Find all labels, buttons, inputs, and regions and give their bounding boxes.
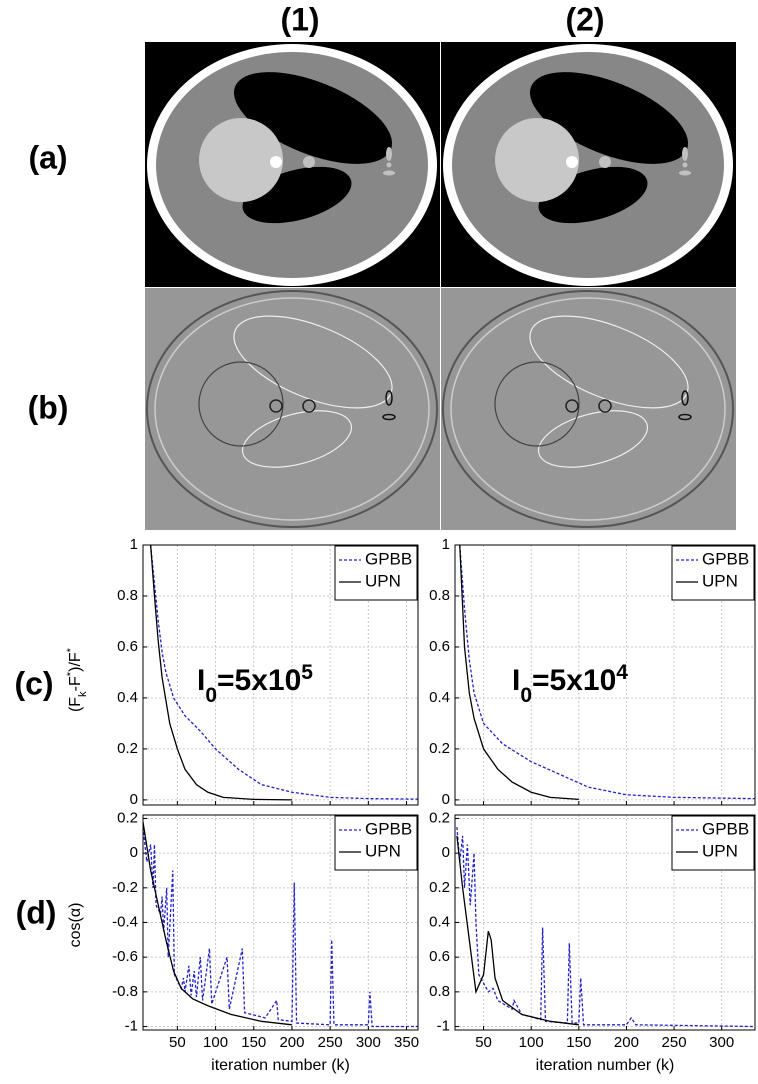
legend-label: UPN <box>365 841 401 860</box>
row-label: (c) <box>14 665 53 701</box>
y-tick-label: 0.6 <box>429 948 450 965</box>
y-axis-label-part: k <box>77 691 89 697</box>
annotation-part: =5x10 <box>217 664 301 697</box>
legend-label: UPN <box>702 841 738 860</box>
annotation-part: =5x10 <box>532 664 616 697</box>
x-axis-label: iteration number (k) <box>536 1057 675 1074</box>
y-tick-label: 0 <box>442 791 450 808</box>
y-tick-label: 0.2 <box>429 740 450 757</box>
series-line <box>459 545 755 800</box>
y-tick-label: -1 <box>437 1018 450 1035</box>
legend-box <box>334 545 418 601</box>
x-tick-label: 200 <box>279 1034 304 1051</box>
y-tick-label: 1 <box>442 536 450 553</box>
x-tick-label: 250 <box>662 1034 687 1051</box>
y-tick-label: 0.4 <box>429 689 450 706</box>
x-tick-label: 50 <box>475 1034 492 1051</box>
y-axis-label-part: -F <box>67 676 84 691</box>
annotation-part: 0 <box>520 684 532 707</box>
x-tick-label: 200 <box>614 1034 639 1051</box>
annotation-part: 0 <box>205 684 217 707</box>
annotation: I0=5x104 <box>512 661 628 707</box>
plot-frame <box>142 544 419 806</box>
series-line <box>459 545 579 801</box>
reconstruction-image <box>441 42 736 287</box>
legend-label: GPBB <box>702 819 749 838</box>
x-tick-label: 350 <box>394 1034 419 1051</box>
series-line <box>143 821 293 1026</box>
annotation-part: 5 <box>301 661 313 684</box>
y-tick-label: 0.8 <box>429 983 450 1000</box>
annotation-part: 4 <box>616 661 628 684</box>
x-tick-label: 100 <box>519 1034 544 1051</box>
legend-label: GPBB <box>365 819 412 838</box>
x-tick-label: 150 <box>241 1034 266 1051</box>
row-label: (d) <box>16 894 57 930</box>
y-tick-label: 1 <box>130 536 138 553</box>
annotation: I0=5x105 <box>197 661 313 707</box>
series-line <box>143 827 418 1028</box>
y-tick-label: 0.2 <box>117 809 138 826</box>
y-tick-label: 0.6 <box>117 638 138 655</box>
x-tick-label: 50 <box>169 1034 186 1051</box>
y-axis-label-part: (F <box>67 697 84 712</box>
y-tick-label: -0.4 <box>112 913 138 930</box>
y-tick-label: -0.6 <box>112 948 138 965</box>
annotation-part: I <box>512 664 520 697</box>
legend-box <box>671 815 755 871</box>
x-tick-label: 250 <box>318 1034 343 1051</box>
x-axis-label: iteration number (k) <box>211 1057 350 1074</box>
y-axis-label-part: * <box>65 647 77 652</box>
y-tick-label: 0 <box>130 791 138 808</box>
y-tick-label: -0.2 <box>112 879 138 896</box>
x-tick-label: 150 <box>566 1034 591 1051</box>
y-tick-label: 0 <box>442 844 450 861</box>
legend-label: GPBB <box>702 549 749 568</box>
row-label: (b) <box>28 389 69 425</box>
y-tick-label: 0.2 <box>429 879 450 896</box>
error-image <box>144 287 441 531</box>
y-tick-label: 0.6 <box>429 638 450 655</box>
legend-box <box>334 815 418 871</box>
y-tick-label: -0.8 <box>112 983 138 1000</box>
reconstruction-image <box>145 42 440 287</box>
x-tick-label: 100 <box>203 1034 228 1051</box>
legend-label: UPN <box>365 571 401 590</box>
y-tick-label: 0.2 <box>429 809 450 826</box>
legend-box <box>671 545 755 601</box>
y-axis-label: cos(α) <box>67 903 84 948</box>
series-line <box>456 827 755 1028</box>
series-line <box>456 835 579 1026</box>
y-axis-label-part: cos(α) <box>67 903 84 948</box>
annotation-part: I <box>197 664 205 697</box>
plot-frame <box>142 814 419 1031</box>
plot-frame <box>454 544 756 806</box>
y-tick-label: 0.2 <box>117 740 138 757</box>
series-line <box>149 545 418 800</box>
row-label: (a) <box>28 139 67 175</box>
y-tick-label: 0 <box>130 844 138 861</box>
column-label: (1) <box>280 1 319 37</box>
plot-frame <box>454 814 756 1031</box>
y-tick-label: 0.4 <box>117 689 138 706</box>
y-tick-label: 0.8 <box>429 587 450 604</box>
y-tick-label: -1 <box>125 1018 138 1035</box>
series-line <box>149 545 292 801</box>
y-axis-label: (Fk-F*)/F* <box>65 647 89 712</box>
y-tick-label: 0.8 <box>117 587 138 604</box>
x-tick-label: 300 <box>356 1034 381 1051</box>
y-axis-label-part: * <box>65 671 77 676</box>
x-tick-label: 300 <box>709 1034 734 1051</box>
error-image <box>440 287 737 531</box>
y-tick-label: 0.4 <box>429 913 450 930</box>
legend-label: GPBB <box>365 549 412 568</box>
column-label: (2) <box>565 1 604 37</box>
legend-label: UPN <box>702 571 738 590</box>
y-axis-label-part: )/F <box>67 652 84 672</box>
